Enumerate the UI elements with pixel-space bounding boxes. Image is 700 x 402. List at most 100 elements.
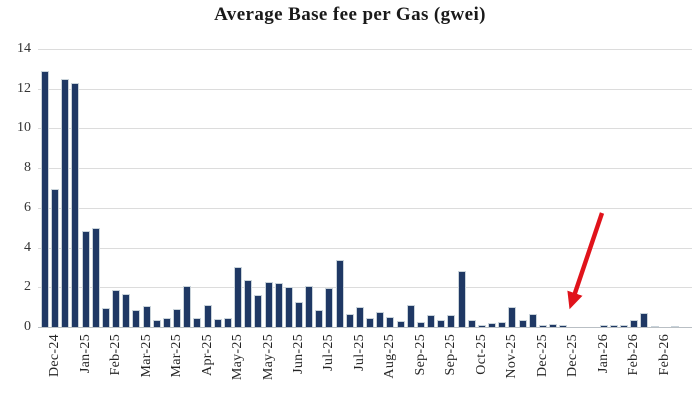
x-axis-tick-text: Mar-25	[169, 334, 185, 378]
y-axis-tick-label: 8	[24, 160, 31, 176]
bar-week-51	[549, 323, 557, 327]
bar-week-48	[518, 319, 527, 327]
bar-week-39	[427, 315, 436, 327]
bar-week-12	[152, 319, 161, 327]
bar-week-42	[457, 271, 466, 327]
x-axis-tick-text: May-25	[230, 334, 246, 381]
x-axis-tick-label-nov-25: Nov-25	[503, 334, 521, 379]
y-axis-tick-label: 12	[17, 80, 31, 96]
x-axis-tick-label-jul-25: Jul-25	[351, 334, 369, 371]
bar-week-16	[193, 318, 202, 327]
bar-week-61	[650, 325, 659, 327]
x-axis-tick-text: Feb-26	[656, 334, 672, 376]
gridline-y-2	[38, 287, 692, 289]
chart-title: Average Base fee per Gas (gwei)	[214, 4, 486, 25]
x-axis-tick-label-may-25: May-25	[260, 334, 278, 380]
bar-week-20	[234, 267, 243, 327]
bar-week-14	[173, 309, 182, 327]
x-axis-tick-text: Dec-25	[565, 334, 581, 378]
bar-week-11	[142, 306, 151, 327]
x-axis-tick-label-may-25: May-25	[229, 334, 247, 380]
bar-week-27	[305, 286, 314, 327]
x-axis-tick-text: Aug-25	[382, 334, 398, 379]
bar-week-18	[213, 318, 222, 327]
bar-week-56	[599, 325, 608, 327]
bar-week-36	[396, 321, 405, 327]
bar-week-28	[315, 309, 324, 327]
gridline-y-14	[38, 49, 692, 50]
bar-week-7	[101, 307, 110, 327]
bar-week-34	[376, 311, 385, 327]
x-axis-tick-text: Jul-25	[321, 334, 337, 371]
bar-week-37	[406, 304, 415, 327]
bar-week-8	[112, 289, 121, 327]
bar-week-9	[122, 293, 131, 327]
bar-week-52	[559, 324, 568, 327]
x-axis-tick-label-sep-25: Sep-25	[412, 334, 430, 375]
y-axis-tick-label: 6	[24, 199, 31, 215]
x-axis-tick-text: May-25	[260, 334, 276, 381]
bar-week-4	[71, 82, 80, 327]
bar-week-2	[51, 188, 60, 327]
bar-week-13	[162, 318, 171, 327]
bar-week-63	[670, 325, 679, 327]
x-axis-tick-label-jul-25: Jul-25	[320, 334, 338, 371]
x-axis-tick-label-mar-25: Mar-25	[138, 334, 156, 378]
bar-week-19	[223, 317, 232, 327]
bar-week-35	[386, 317, 395, 327]
x-axis-tick-text: Mar-25	[138, 334, 154, 378]
x-axis-tick-text: Nov-25	[504, 334, 520, 379]
y-axis-tick-label: 2	[24, 279, 31, 295]
bar-week-57	[609, 325, 618, 327]
bar-week-5	[81, 231, 90, 327]
x-axis-tick-text: Feb-25	[108, 334, 124, 376]
bar-week-17	[203, 305, 212, 327]
bar-week-6	[91, 227, 100, 327]
bar-week-40	[437, 320, 446, 327]
x-axis-tick-label-jan-26: Jan-26	[595, 334, 613, 373]
bar-week-15	[183, 286, 192, 327]
x-axis-tick-label-oct-25: Oct-25	[473, 334, 491, 375]
bar-week-46	[498, 322, 507, 327]
bar-week-3	[61, 78, 70, 327]
bar-week-32	[355, 306, 364, 327]
bar-week-23	[264, 281, 273, 327]
bar-week-38	[416, 322, 425, 327]
x-axis-tick-text: Oct-25	[473, 334, 489, 375]
gridline-y-12	[38, 88, 692, 90]
x-axis-tick-text: Dec-25	[534, 334, 550, 378]
bar-week-24	[274, 282, 283, 327]
bar-week-49	[528, 314, 537, 327]
bar-week-26	[295, 301, 303, 327]
x-axis-tick-text: Feb-26	[626, 334, 642, 376]
bar-week-22	[254, 294, 263, 327]
x-axis-tick-label-jun-25: Jun-25	[290, 334, 308, 374]
bar-week-50	[538, 324, 547, 327]
x-axis-tick-label-aug-25: Aug-25	[381, 334, 399, 379]
bar-week-60	[640, 313, 649, 327]
x-axis-tick-text: Sep-25	[412, 334, 428, 376]
y-axis-tick-label: 4	[24, 239, 31, 255]
bar-week-59	[630, 320, 639, 327]
x-axis-tick-label-sep-25: Sep-25	[442, 334, 460, 375]
x-axis-tick-text: Dec-24	[47, 334, 63, 378]
x-axis-tick-label-apr-25: Apr-25	[199, 334, 217, 376]
x-axis-tick-text: Jun-25	[291, 334, 306, 374]
bar-week-25	[284, 287, 293, 327]
y-axis-tick-label: 10	[17, 120, 31, 136]
bar-week-21	[244, 280, 253, 327]
y-axis-tick-label: 0	[24, 319, 31, 334]
gridline-y-4	[38, 247, 692, 249]
bar-week-29	[325, 288, 334, 327]
x-axis-tick-label-jan-25: Jan-25	[77, 334, 95, 373]
bar-week-1	[41, 71, 49, 327]
bar-week-31	[345, 313, 354, 327]
gridline-y-8	[38, 168, 692, 170]
bar-week-44	[477, 324, 486, 327]
x-axis-tick-text: Jan-26	[595, 334, 611, 374]
bar-week-41	[447, 314, 456, 327]
bar-week-47	[508, 306, 517, 327]
y-axis-tick-label: 14	[17, 41, 31, 56]
gridline-y-6	[38, 207, 692, 209]
